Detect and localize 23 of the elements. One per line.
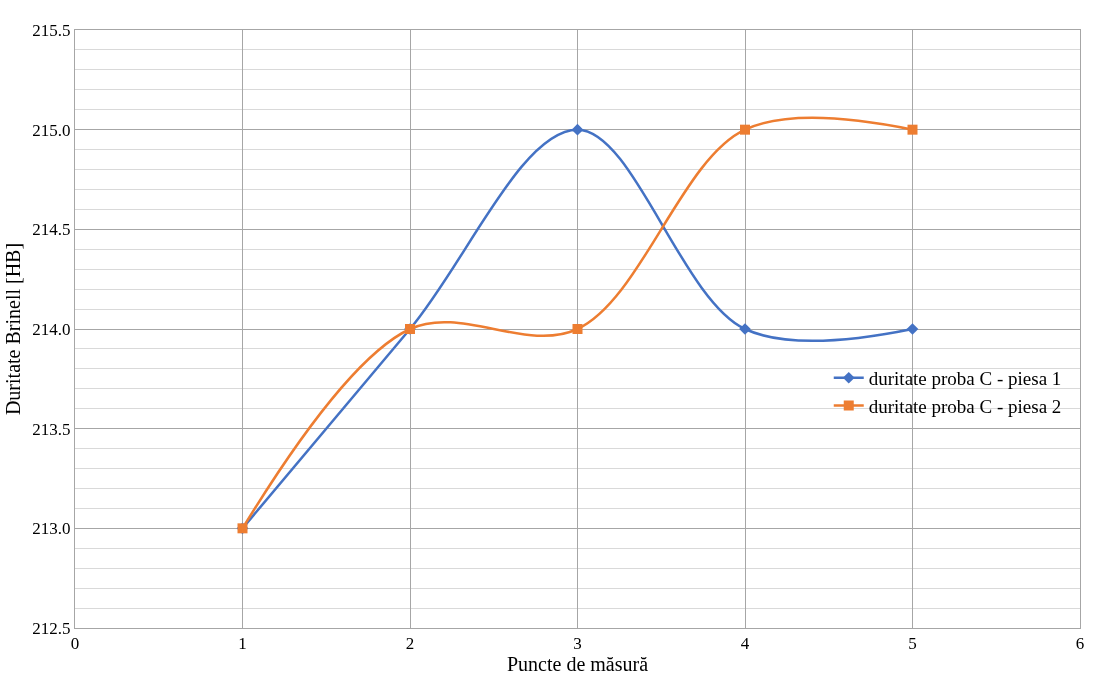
y-tick-label: 214.5 xyxy=(32,220,71,240)
y-tick-label: 212.5 xyxy=(32,618,71,638)
y-tick-label: 215.0 xyxy=(32,120,71,140)
point xyxy=(571,123,584,136)
x-axis-title: Puncte de măsură xyxy=(506,653,649,676)
y-tick-label: 215.5 xyxy=(32,20,71,40)
x-tick-label: 0 xyxy=(70,634,80,654)
y-tick-label: 213.0 xyxy=(32,519,71,539)
y-axis-title: Duritate Brinell [HB] xyxy=(1,242,24,416)
point xyxy=(907,124,918,135)
point xyxy=(740,124,750,135)
point xyxy=(906,323,919,335)
point xyxy=(572,324,583,334)
x-tick-label: 6 xyxy=(1075,634,1085,654)
y-tick-label: 214.0 xyxy=(32,319,71,339)
x-tick-label: 4 xyxy=(740,634,750,654)
y-tick-label: 213.5 xyxy=(32,419,71,439)
legend-label: duritate proba C - piesa 2 xyxy=(868,395,1062,417)
legend-label: duritate proba C - piesa 1 xyxy=(868,368,1062,390)
x-tick-label: 3 xyxy=(573,634,582,654)
x-tick-label: 1 xyxy=(238,634,247,654)
x-tick-label: 5 xyxy=(908,634,917,654)
x-tick-label: 2 xyxy=(405,634,415,654)
